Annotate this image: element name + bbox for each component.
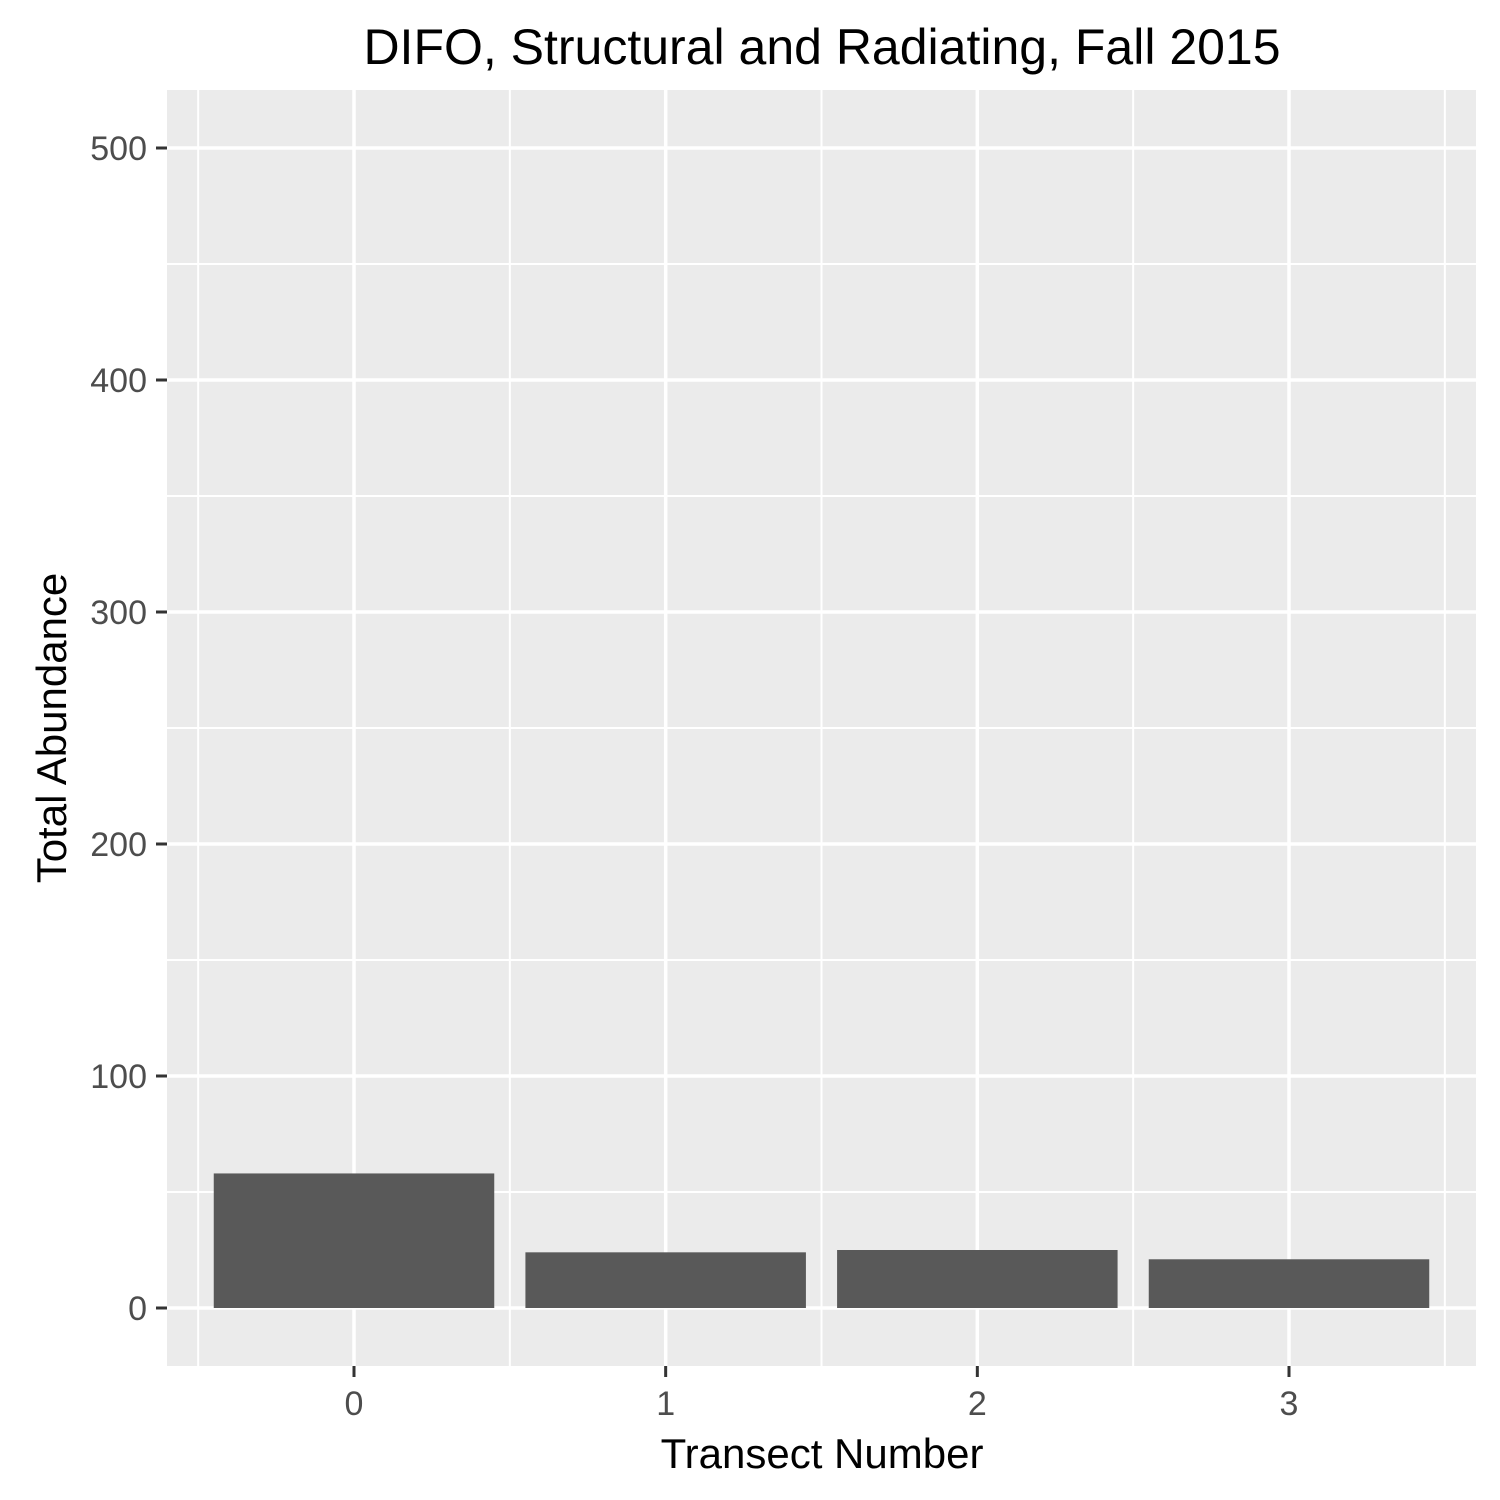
bars: [213, 1173, 1430, 1308]
x-tick-label: 2: [968, 1385, 987, 1423]
x-axis-title: Transect Number: [661, 1430, 984, 1477]
minor-gridlines: [167, 90, 1476, 1366]
y-axis: 0 100 200 300 400 500: [90, 130, 167, 1328]
bar-2: [837, 1250, 1118, 1308]
y-tick-label: 200: [90, 826, 147, 864]
bar-1: [525, 1252, 806, 1308]
x-tick-label: 0: [345, 1385, 364, 1423]
bar-3: [1148, 1259, 1430, 1308]
x-tick-label: 3: [1280, 1385, 1299, 1423]
bar-0: [213, 1173, 495, 1308]
x-axis: 0 1 2 3: [345, 1366, 1299, 1423]
y-tick-label: 400: [90, 362, 147, 400]
y-tick-label: 300: [90, 594, 147, 632]
y-tick-label: 0: [128, 1290, 147, 1328]
y-tick-label: 100: [90, 1058, 147, 1096]
y-axis-title: Total Abundance: [28, 573, 75, 884]
y-tick-label: 500: [90, 130, 147, 168]
x-tick-label: 1: [656, 1385, 675, 1423]
chart-title: DIFO, Structural and Radiating, Fall 201…: [363, 19, 1280, 75]
